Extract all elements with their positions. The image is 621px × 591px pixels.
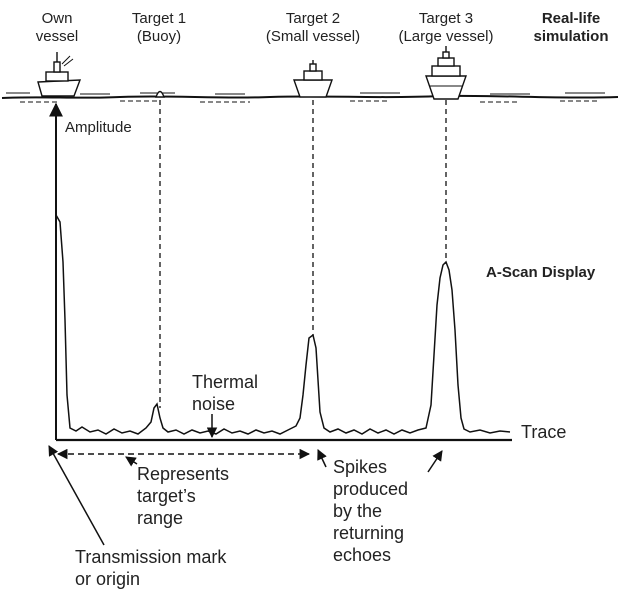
thermal-line1: Thermal	[192, 372, 259, 392]
real-life-simulation-label: Real-life simulation	[524, 10, 618, 46]
buoy-icon	[155, 90, 165, 98]
large-vessel-icon	[425, 46, 467, 100]
real-life-line1: Real-life	[541, 10, 601, 27]
spikes-line1: Spikes	[333, 457, 388, 477]
ascan-display-label: A-Scan Display	[486, 264, 596, 281]
transmission-label: Transmission mark or origin	[75, 546, 226, 590]
target-3-label-line2: (Large vessel)	[398, 28, 494, 45]
real-life-line2: simulation	[533, 28, 609, 45]
target-1-label: Target 1 (Buoy)	[121, 10, 197, 46]
target-3-label: Target 3 (Large vessel)	[386, 10, 506, 46]
amplitude-label: Amplitude	[65, 119, 132, 136]
transmission-line1: Transmission mark	[75, 547, 227, 567]
spikes-line2: produced	[333, 479, 409, 499]
own-vessel-label: Own vessel	[31, 10, 83, 46]
transmission-line2: or origin	[75, 569, 141, 589]
small-vessel-icon	[293, 60, 333, 98]
thermal-noise-label: Thermal noise	[192, 371, 258, 415]
target-2-label-line2: (Small vessel)	[265, 28, 361, 45]
spikes-label: Spikes produced by the returning echoes	[333, 456, 408, 566]
range-label: Represents target’s range	[137, 463, 229, 529]
own-vessel-label-line2: vessel	[35, 28, 79, 45]
own-vessel-label-line1: Own	[41, 10, 73, 27]
spike-pointer-right	[427, 450, 443, 473]
target-1-label-line2: (Buoy)	[136, 28, 182, 45]
range-label-pointer	[125, 456, 138, 467]
trace-label: Trace	[521, 422, 567, 442]
target-drop-lines	[159, 100, 447, 408]
thermal-line2: noise	[192, 394, 236, 414]
transmission-pointer	[48, 445, 105, 546]
spikes-line3: by the	[333, 501, 383, 521]
spikes-line4: returning	[333, 523, 405, 543]
target-2-label: Target 2 (Small vessel)	[253, 10, 373, 46]
spike-pointer-left	[317, 449, 327, 468]
range-line3: range	[137, 508, 184, 528]
target-1-label-line1: Target 1	[131, 10, 187, 27]
spikes-line5: echoes	[333, 545, 392, 565]
range-line1: Represents	[137, 464, 230, 484]
echo-trace	[55, 214, 511, 435]
range-line2: target’s	[137, 486, 196, 506]
target-3-label-line1: Target 3	[418, 10, 474, 27]
own-vessel-icon	[37, 52, 82, 97]
target-2-label-line1: Target 2	[285, 10, 341, 27]
